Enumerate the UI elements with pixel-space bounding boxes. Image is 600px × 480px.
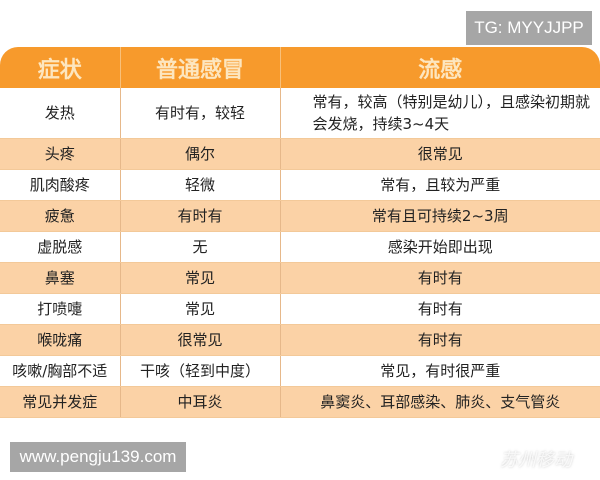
cell-flu: 常见，有时很严重 [280,355,600,387]
cell-symptom: 打喷嚏 [0,293,121,325]
cell-symptom: 常见并发症 [0,386,121,418]
cell-symptom: 虚脱感 [0,231,121,263]
cell-flu: 有时有 [280,262,600,294]
cell-common-cold: 有时有 [120,200,281,232]
table-header-row: 症状 普通感冒 流感 [0,47,600,88]
cell-symptom: 发热 [0,88,121,139]
cell-common-cold: 轻微 [120,169,281,201]
cell-common-cold: 很常见 [120,324,281,356]
cell-flu: 鼻窦炎、耳部感染、肺炎、支气管炎 [280,386,600,418]
cell-common-cold: 有时有，较轻 [120,88,281,139]
cell-common-cold: 常见 [120,293,281,325]
cell-flu: 很常见 [280,138,600,170]
cell-common-cold: 中耳炎 [120,386,281,418]
cell-common-cold: 干咳（轻到中度） [120,355,281,387]
cell-flu: 有时有 [280,324,600,356]
cell-flu: 常有且可持续2~3周 [280,200,600,232]
cell-flu: 常有，且较为严重 [280,169,600,201]
tg-watermark: TG: MYYJJPP [466,11,592,45]
table-row: 疲惫 有时有 常有且可持续2~3周 [0,200,600,232]
table-body: 发热 有时有，较轻 常有，较高（特别是幼儿），且感染初期就会发烧，持续3~4天 头疼偶… [0,88,600,418]
cell-flu: 感染开始即出现 [280,231,600,263]
cell-symptom: 咳嗽/胸部不适 [0,355,121,387]
header-common-cold: 普通感冒 [120,47,281,88]
cell-common-cold: 无 [120,231,281,263]
table-row: 咳嗽/胸部不适 干咳（轻到中度） 常见，有时很严重 [0,355,600,387]
cell-flu: 有时有 [280,293,600,325]
cell-symptom: 喉咙痛 [0,324,121,356]
table-row: 发热 有时有，较轻 常有，较高（特别是幼儿），且感染初期就会发烧，持续3~4天 [0,88,600,139]
table-row: 鼻塞 常见 有时有 [0,262,600,294]
symptom-comparison-table: 症状 普通感冒 流感 发热 有时有，较轻 常有，较高（特别是幼儿），且感染初期就会发… [0,47,600,418]
cell-symptom: 疲惫 [0,200,121,232]
table-row: 打喷嚏 常见 有时有 [0,293,600,325]
table-row: 肌肉酸疼 轻微 常有，且较为严重 [0,169,600,201]
table-row: 常见并发症 中耳炎 鼻窦炎、耳部感染、肺炎、支气管炎 [0,386,600,418]
cell-symptom: 鼻塞 [0,262,121,294]
cell-symptom: 头疼 [0,138,121,170]
cell-flu: 常有，较高（特别是幼儿），且感染初期就会发烧，持续3~4天 [280,88,600,139]
cell-common-cold: 常见 [120,262,281,294]
header-flu: 流感 [280,47,600,88]
header-symptom: 症状 [0,47,121,88]
cell-symptom: 肌肉酸疼 [0,169,121,201]
wechat-watermark: 苏州移动 [500,450,572,471]
table-row: 喉咙痛 很常见 有时有 [0,324,600,356]
table-row: 虚脱感无感染开始即出现 [0,231,600,263]
site-watermark: www.pengju139.com [10,442,186,472]
table-row: 头疼 偶尔 很常见 [0,138,600,170]
cell-common-cold: 偶尔 [120,138,281,170]
